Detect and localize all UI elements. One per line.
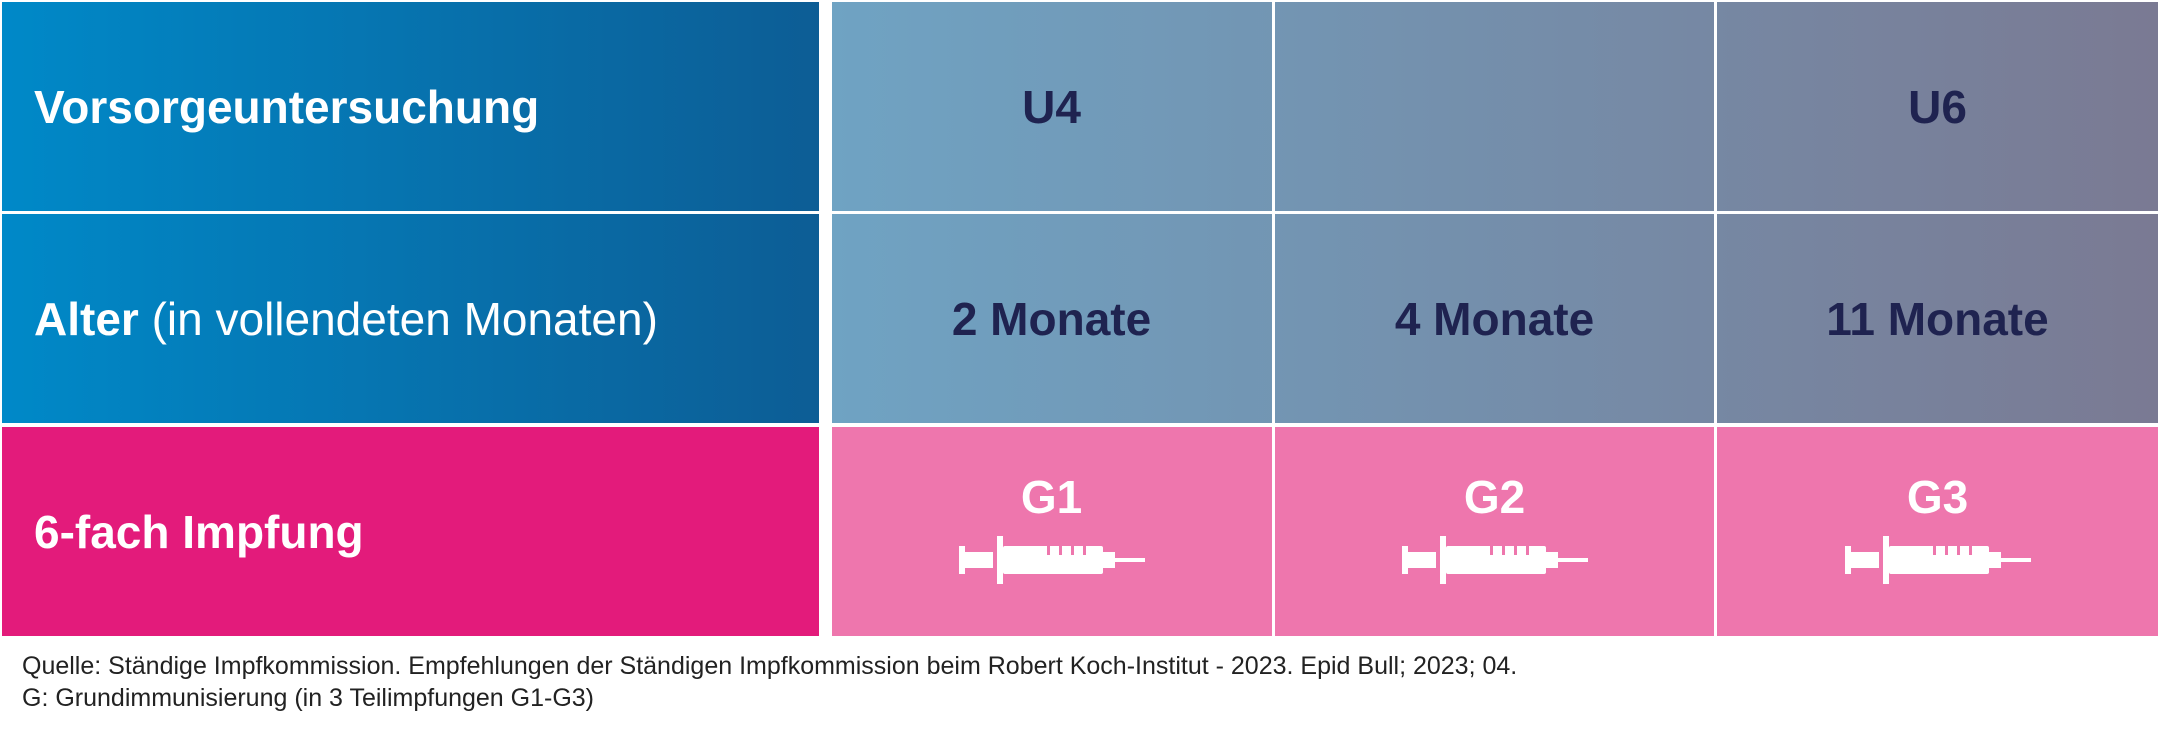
legend-note: G: Grundimmunisierung (in 3 Teilimpfunge… xyxy=(22,684,595,712)
divider xyxy=(1714,427,1717,636)
cell-u4: U4 xyxy=(1022,80,1081,133)
vaccination-schedule-table: Vorsorgeuntersuchung U4 U6 Alter (in vol… xyxy=(2,2,2158,636)
cell-u6: U6 xyxy=(1908,80,1967,133)
cell-g1: G1 xyxy=(832,427,1271,636)
divider xyxy=(1272,427,1275,636)
cell-11-monate: 11 Monate xyxy=(1826,292,2049,345)
row-label-6-fach-impfung: 6-fach Impfung xyxy=(2,427,819,636)
divider xyxy=(1272,214,1275,423)
divider xyxy=(1272,2,1275,211)
row-label-text: 6-fach Impfung xyxy=(34,505,364,558)
footer: Quelle: Ständige Impfkommission. Empfehl… xyxy=(22,650,1517,714)
cell-g3: G3 xyxy=(1717,427,2158,636)
syringe-icon xyxy=(1401,535,1588,584)
divider xyxy=(1714,214,1717,423)
cell-2-monate: 2 Monate xyxy=(951,292,1152,345)
dose-label: G3 xyxy=(1906,470,1969,523)
row-label-bold: Alter xyxy=(34,292,139,345)
row-vorsorgeuntersuchung: U4 U6 xyxy=(832,2,2158,211)
syringe-icon xyxy=(1844,535,2031,584)
cell-empty xyxy=(1275,2,1714,211)
divider xyxy=(1714,2,1717,211)
row-label-light: (in vollendeten Monaten) xyxy=(138,292,658,345)
syringe-icon xyxy=(958,535,1145,584)
row-label-vorsorgeuntersuchung: Vorsorgeuntersuchung xyxy=(2,2,819,211)
source-note: Quelle: Ständige Impfkommission. Empfehl… xyxy=(22,652,1518,680)
dose-label: G2 xyxy=(1463,470,1526,523)
row-label-alter: Alter (in vollendeten Monaten) xyxy=(2,214,819,423)
cell-4-monate: 4 Monate xyxy=(1394,292,1595,345)
dose-label: G1 xyxy=(1020,470,1083,523)
cell-g2: G2 xyxy=(1275,427,1714,636)
row-6-fach-impfung: G1 G2 xyxy=(832,427,2158,636)
row-alter: 2 Monate 4 Monate 11 Monate xyxy=(832,214,2158,423)
row-label-text: Vorsorgeuntersuchung xyxy=(34,80,540,133)
